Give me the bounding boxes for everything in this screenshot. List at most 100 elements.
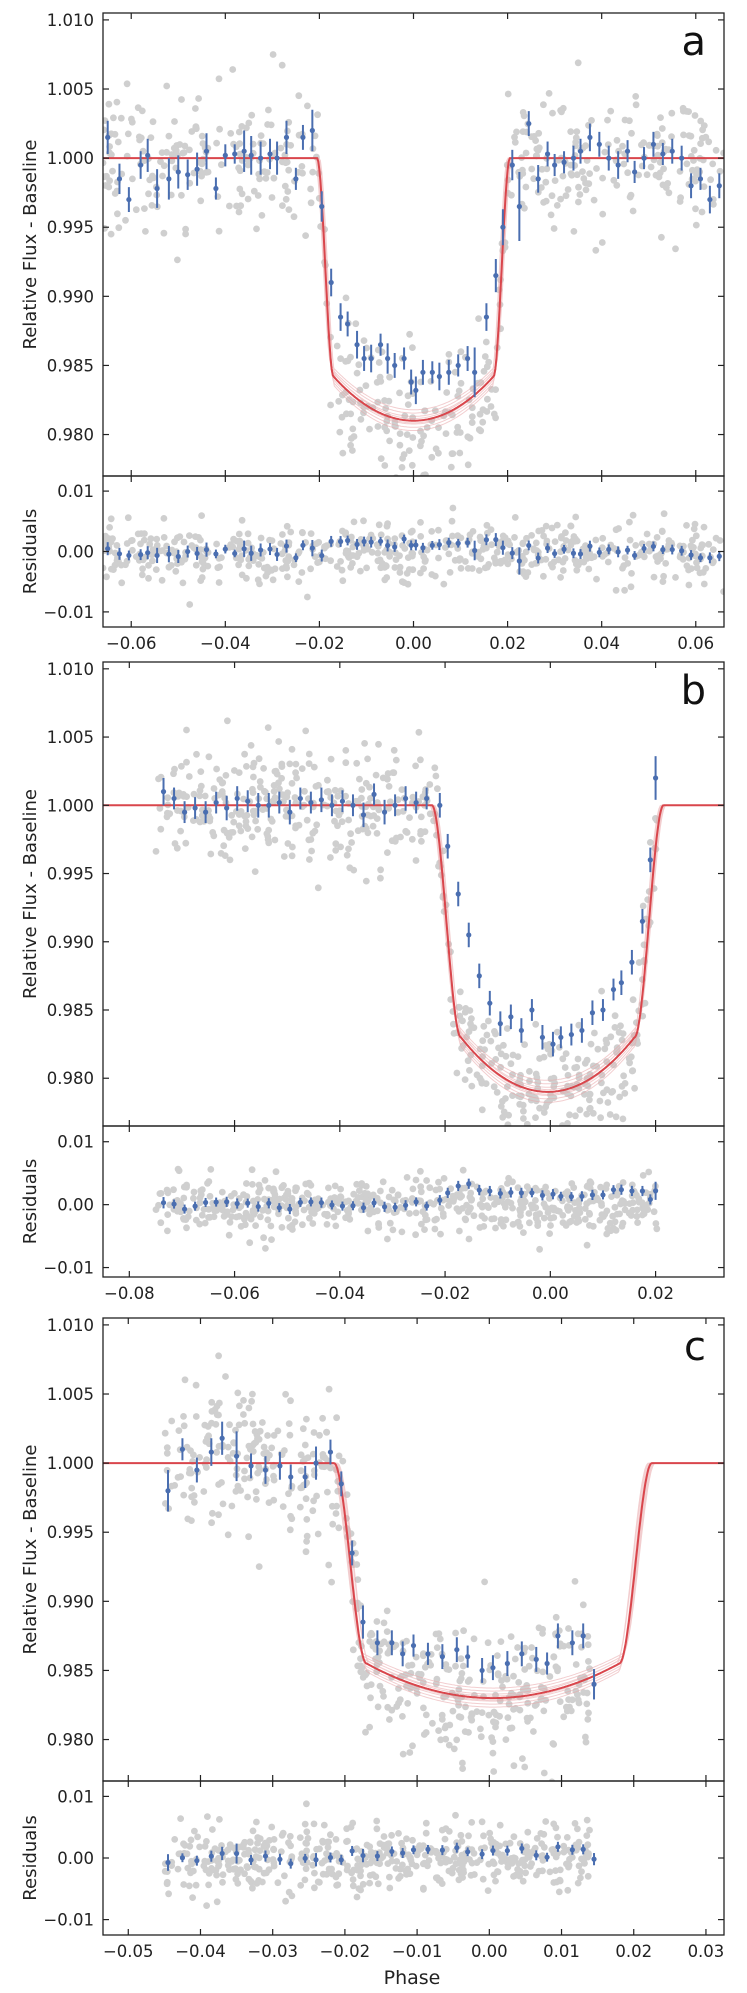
raw-data-point <box>603 1086 611 1094</box>
raw-data-point <box>579 1601 587 1609</box>
raw-data-point <box>338 413 346 421</box>
raw-data-point <box>110 114 117 122</box>
raw-residual-point <box>390 1196 398 1204</box>
raw-residual-point <box>393 1858 401 1865</box>
raw-data-point <box>394 809 402 816</box>
raw-residual-point <box>333 1882 340 1889</box>
raw-data-point <box>611 1024 619 1031</box>
raw-residual-point <box>577 1874 584 1882</box>
raw-data-point <box>593 165 600 172</box>
raw-residual-point <box>583 1832 591 1839</box>
residual-point <box>587 543 593 549</box>
raw-data-point <box>543 1099 551 1107</box>
raw-residual-point <box>166 1201 174 1209</box>
raw-residual-point <box>418 1220 425 1228</box>
raw-data-point <box>559 1055 567 1063</box>
raw-residual-point <box>180 1840 187 1848</box>
binned-point <box>413 387 419 393</box>
x-tick-label: 0.04 <box>583 634 620 653</box>
raw-data-point <box>324 776 331 784</box>
y-tick-label: 1.000 <box>47 149 94 168</box>
raw-residual-point <box>280 1182 287 1189</box>
binned-point <box>555 1633 561 1639</box>
binned-point <box>552 162 558 168</box>
raw-data-point <box>282 1390 289 1398</box>
raw-residual-point <box>237 1223 245 1230</box>
raw-data-point <box>510 1706 517 1713</box>
raw-data-point <box>619 142 626 150</box>
raw-data-point <box>185 773 193 780</box>
raw-data-point <box>284 188 292 195</box>
y-tick-label: 0.990 <box>47 1592 94 1611</box>
raw-data-point <box>373 830 381 837</box>
residual-point <box>555 1844 561 1850</box>
binned-point <box>490 1665 496 1671</box>
binned-point <box>105 134 111 140</box>
raw-residual-point <box>300 1206 308 1214</box>
raw-data-point <box>213 1448 221 1456</box>
raw-data-point <box>241 845 249 852</box>
raw-residual-point <box>659 578 667 585</box>
x-tick-label: −0.06 <box>209 1284 260 1303</box>
raw-data-point <box>245 119 253 127</box>
x-tick-label: −0.04 <box>175 1942 226 1961</box>
raw-data-points <box>161 1352 593 1781</box>
raw-data-point <box>306 856 313 863</box>
raw-data-point <box>383 1607 391 1615</box>
raw-data-point <box>640 139 647 147</box>
raw-residual-point <box>207 1166 215 1173</box>
raw-residual-point <box>268 1236 275 1243</box>
raw-data-point <box>178 762 185 770</box>
raw-data-point <box>283 158 291 166</box>
raw-data-point <box>442 1735 450 1743</box>
raw-residual-point <box>599 534 607 542</box>
raw-residual-point <box>224 1857 232 1865</box>
raw-data-point <box>342 358 349 365</box>
raw-data-point <box>654 151 662 159</box>
residual-point <box>618 1187 624 1193</box>
raw-data-point <box>310 763 318 771</box>
raw-data-point <box>264 1432 271 1439</box>
raw-data-point <box>259 806 267 813</box>
raw-residual-point <box>548 1846 556 1854</box>
raw-residual-point <box>530 1847 537 1855</box>
raw-data-point <box>451 368 459 376</box>
raw-residual-point <box>468 565 476 572</box>
residual-point <box>629 1188 635 1194</box>
raw-data-point <box>320 1463 328 1471</box>
binned-point <box>652 775 659 781</box>
raw-residual-point <box>447 1185 455 1193</box>
raw-residual-point <box>172 567 180 575</box>
raw-residual-point <box>490 1215 498 1222</box>
raw-residual-point <box>350 518 358 526</box>
raw-data-point <box>183 758 190 766</box>
raw-data-point <box>281 182 289 190</box>
raw-residual-point <box>284 573 291 581</box>
raw-data-point <box>117 114 125 122</box>
raw-data-point <box>276 785 283 793</box>
raw-residual-point <box>563 1860 570 1868</box>
raw-data-point <box>196 792 204 800</box>
residual-point <box>208 1853 214 1859</box>
y-tick-label: 0.980 <box>47 1069 94 1088</box>
raw-data-point <box>562 192 570 200</box>
raw-data-point <box>483 408 491 415</box>
raw-residual-point <box>538 527 546 534</box>
raw-residual-point <box>653 1225 661 1233</box>
raw-residual-point <box>118 579 126 587</box>
raw-data-point <box>177 827 185 835</box>
raw-data-point <box>396 389 403 397</box>
x-tick-label: −0.05 <box>103 1942 154 1961</box>
raw-residual-point <box>327 1831 334 1839</box>
raw-residual-point <box>379 1853 387 1861</box>
raw-data-point <box>584 1716 592 1723</box>
raw-residual-point <box>650 573 658 581</box>
raw-data-point <box>646 839 654 846</box>
raw-data-point <box>237 808 245 815</box>
binned-point <box>338 1481 344 1487</box>
raw-residual-point <box>232 1865 239 1872</box>
raw-data-point <box>163 1444 171 1451</box>
residual-point <box>652 1188 659 1194</box>
raw-data-point <box>482 338 490 346</box>
raw-residual-point <box>692 552 699 560</box>
